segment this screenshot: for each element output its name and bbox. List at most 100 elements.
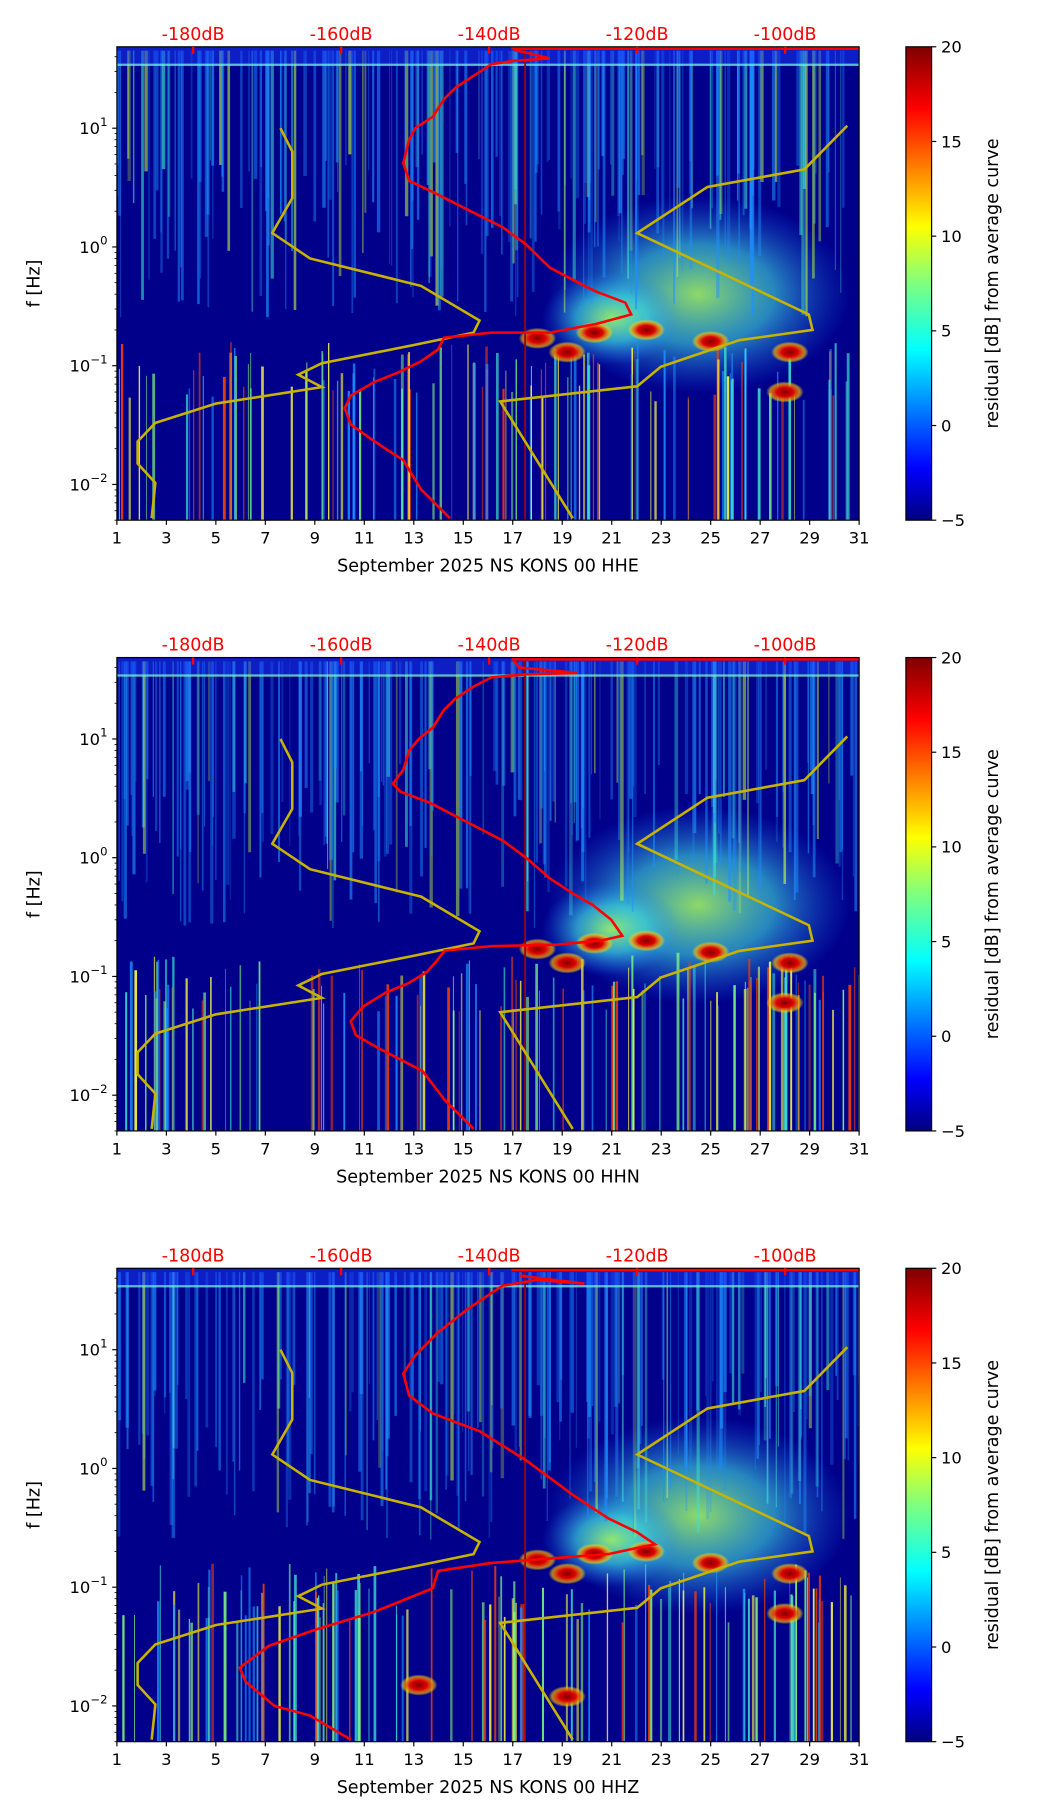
spectrogram-streak [775,1272,779,1387]
spectrogram-streak [185,661,190,790]
spectrogram-streak [188,388,191,521]
spectrogram-streak [259,50,263,296]
spectrogram-streak [166,50,170,259]
spectrogram-streak [854,967,856,1131]
y-tick-label: 10−2 [69,1082,107,1105]
y-axis-label: f [Hz] [25,260,45,308]
hotspot [548,952,586,974]
spectrogram-streak [731,661,735,839]
x-tick-label: 21 [601,1139,622,1158]
spectrogram-streak [174,50,176,251]
spectrogram-streak [529,396,532,521]
spectrogram-streak [304,661,308,788]
spectrogram-streak [828,661,830,784]
spectrogram-streak [270,50,274,279]
spectrogram-streak [243,661,245,914]
spectrogram-streak [322,380,325,521]
hotspot [548,1686,586,1708]
spectrogram-streak [127,50,130,159]
x-tick-label: 5 [211,1139,221,1158]
spectrogram-streak [294,1574,297,1742]
spectrogram-streak [306,1272,309,1523]
colorbar-label: residual [dB] from average curve [983,1360,1003,1650]
spectrogram-streak [215,661,217,880]
spectrogram-streak [716,1272,718,1480]
spectrogram-streak [648,1584,651,1742]
spectrogram-streak [758,661,762,889]
spectrogram-streak [813,992,816,1131]
x-tick-label: 19 [552,1139,573,1158]
spectrogram-streak [321,985,323,1131]
spectrogram-streak [713,661,717,824]
spectrogram-streak [598,1272,601,1422]
spectrogram-streak [172,661,174,895]
x-axis-label: September 2025 NS KONS 00 HHN [336,1167,640,1187]
top-db-label: -100dB [754,1246,817,1266]
y-tick-label: 10−1 [69,1574,107,1597]
spectrogram-streak [452,976,454,1131]
spectrogram-streak [270,661,274,835]
spectrogram-streak [768,1272,771,1439]
spectrogram-streak [197,661,199,884]
spectrogram-streak [719,1272,724,1429]
spectrogram-streak [119,50,122,318]
spectrogram-streak [677,1272,679,1455]
spectrogram-streak [468,960,470,1131]
spectrogram-streak [632,988,635,1131]
spectrogram-streak [576,1619,579,1742]
spectrogram-streak [411,1272,414,1399]
spectrogram-streak [717,1005,719,1131]
spectrogram-streak [626,661,630,905]
spectrogram-streak [169,1272,171,1393]
spectrogram-streak [633,661,637,818]
spectrogram-streak [155,50,159,191]
spectrogram-streak [440,50,443,267]
spectrogram-streak [511,661,515,772]
y-tick-exponent: −1 [90,352,107,366]
spectrogram-streak [258,961,261,1131]
high-noise-model-curve [498,735,849,1130]
spectrogram-streak [645,1563,647,1742]
spectrogram-streak [807,661,810,854]
spectrogram-streak [404,50,409,217]
spectrogram-streak [669,1272,672,1489]
spectrogram-streak [415,392,418,521]
spectrogram-streak [559,1272,561,1441]
spectrogram-streak [364,50,367,213]
spectrogram-streak [795,974,797,1131]
spectrogram-streak [251,50,254,312]
spectrogram-streak [293,50,297,311]
spectrogram-streak [669,1580,672,1742]
spectrogram-streak [552,977,555,1131]
spectrogram-streak [840,50,842,293]
top-db-label: -160dB [310,25,373,45]
spectrogram-streak [541,396,544,521]
x-tick-label: 27 [750,1750,771,1769]
spectrogram-streak [736,50,739,201]
spectrogram-streak [368,1588,370,1742]
spectrogram-streak [120,343,124,521]
y-tick-label: 100 [79,234,107,257]
spectrogram-streak [634,351,636,521]
spectrogram-streak [777,50,781,207]
spectrogram-streak [673,356,676,521]
spectrogram-streak [481,386,484,521]
spectrogram-streak [777,1272,779,1447]
spectrogram-streak [261,1592,264,1742]
spectrogram-streak [766,967,770,1131]
spectrogram-streak [437,1272,441,1382]
spectrogram-streak [567,377,569,521]
spectrogram-streak [803,1272,807,1536]
spectrogram-streak [234,347,236,521]
spectrogram-streak [641,50,644,156]
spectrogram-streak [329,661,331,861]
spectrogram-streak [691,50,693,209]
spectrogram-streak [519,1607,523,1742]
low-noise-model-curve [136,738,482,1130]
spectrogram-streak [764,1272,766,1408]
spectrogram-streak [724,347,727,521]
spectrogram-streak [610,661,613,800]
spectrogram-streak [322,1603,325,1742]
spectrogram-streak [689,50,693,269]
spectrogram-streak [142,661,146,854]
